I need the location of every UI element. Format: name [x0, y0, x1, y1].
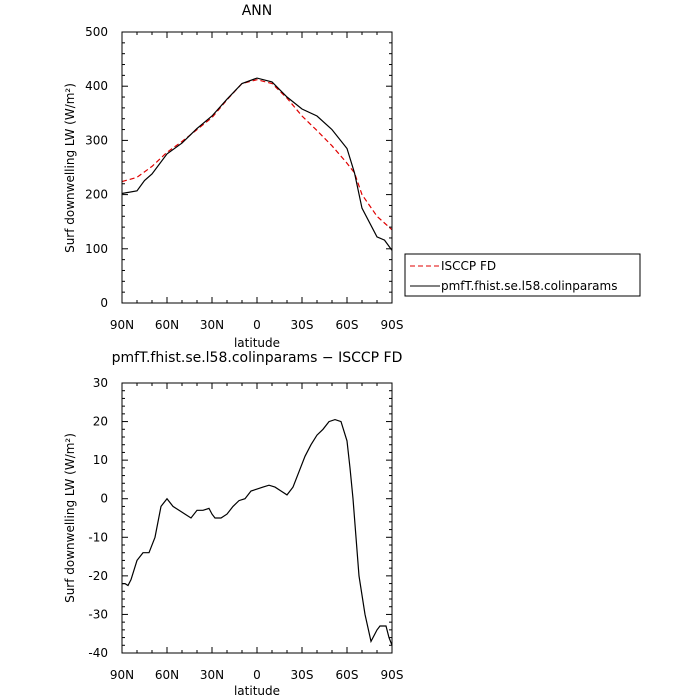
x-tick-label-bottom-0: 90N — [110, 668, 134, 682]
x-tick-label-top-3: 0 — [253, 318, 261, 332]
y-tick-label-bottom-3: -10 — [88, 530, 108, 544]
legend: ISCCP FD pmfT.fhist.se.l58.colinparams — [404, 253, 641, 297]
y-tick-label-bottom-0: -40 — [88, 646, 108, 660]
x-axis-label-bottom: latitude — [234, 684, 280, 698]
x-tick-label-top-2: 30N — [200, 318, 224, 332]
y-tick-label-bottom-1: -30 — [88, 607, 108, 621]
y-axis-label-top: Surf downwelling LW (W/m²) — [63, 83, 77, 253]
x-tick-label-bottom-1: 60N — [155, 668, 179, 682]
tick-group-bottom: -40 -30 -20 -10 0 10 20 30 90N 60N 30N 0 30S 60S 90S — [88, 376, 403, 682]
x-tick-label-top-1: 60N — [155, 318, 179, 332]
series-group-top — [121, 77, 393, 251]
series-line-bottom-0 — [122, 418, 393, 646]
x-tick-label-bottom-2: 30N — [200, 668, 224, 682]
legend-label-isccp: ISCCP FD — [441, 259, 496, 273]
x-tick-label-bottom-4: 30S — [291, 668, 314, 682]
plot-frame-bottom — [121, 382, 393, 654]
legend-label-model: pmfT.fhist.se.l58.colinparams — [441, 279, 617, 293]
x-tick-label-bottom-5: 60S — [336, 668, 359, 682]
y-tick-label-bottom-7: 30 — [93, 376, 108, 390]
x-tick-label-bottom-6: 90S — [381, 668, 404, 682]
chart-title-top: ANN — [242, 3, 273, 19]
series-group-bottom — [122, 418, 393, 646]
y-tick-label-top-4: 400 — [85, 79, 108, 93]
x-tick-label-bottom-3: 0 — [253, 668, 261, 682]
y-tick-label-top-2: 200 — [85, 188, 108, 202]
series-line-top-1 — [121, 77, 393, 251]
series-line-top-0 — [121, 79, 393, 231]
plot-frame-top — [121, 31, 393, 304]
y-axis-label-bottom: Surf downwelling LW (W/m²) — [63, 433, 77, 603]
y-tick-label-top-5: 500 — [85, 25, 108, 39]
y-tick-label-bottom-2: -20 — [88, 569, 108, 583]
x-tick-label-top-6: 90S — [381, 318, 404, 332]
x-axis-label-top: latitude — [234, 336, 280, 350]
x-tick-label-top-0: 90N — [110, 318, 134, 332]
y-tick-label-top-1: 100 — [85, 242, 108, 256]
y-tick-label-bottom-6: 20 — [93, 415, 108, 429]
chart-title-bottom: pmfT.fhist.se.l58.colinparams − ISCCP FD — [112, 350, 403, 366]
x-tick-label-top-4: 30S — [291, 318, 314, 332]
y-tick-label-top-3: 300 — [85, 133, 108, 147]
tick-group-top: 0 100 200 300 400 500 90N 60N 30N 0 30S 60S 90S — [85, 25, 403, 332]
x-tick-label-top-5: 60S — [336, 318, 359, 332]
y-tick-label-bottom-5: 10 — [93, 453, 108, 467]
y-tick-label-top-0: 0 — [100, 296, 108, 310]
legend-box — [404, 253, 641, 297]
chart-panel-bottom: pmfT.fhist.se.l58.colinparams − ISCCP FD… — [63, 350, 403, 698]
y-tick-label-bottom-4: 0 — [100, 492, 108, 506]
